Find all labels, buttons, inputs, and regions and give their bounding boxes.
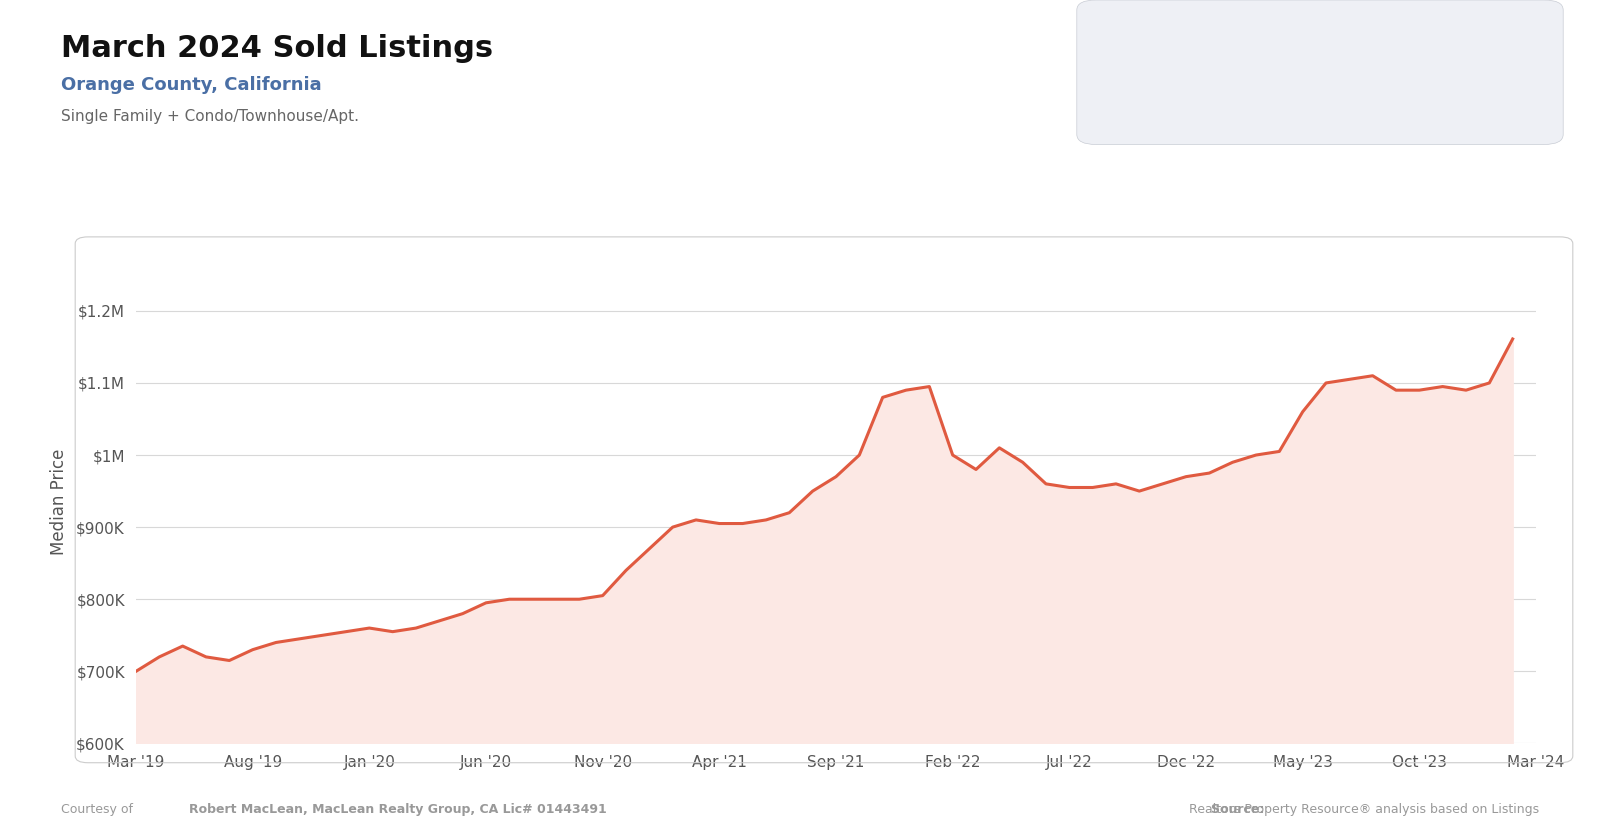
Text: ↑: ↑	[1123, 101, 1136, 114]
Y-axis label: Median Price: Median Price	[51, 449, 69, 555]
Text: Source:: Source:	[1211, 804, 1269, 816]
Text: Robert MacLean, MacLean Realty Group, CA Lic# 01443491: Robert MacLean, MacLean Realty Group, CA…	[189, 804, 606, 816]
Text: Realtors Property Resource® analysis based on Listings: Realtors Property Resource® analysis bas…	[1189, 804, 1539, 816]
Text: Median Sold Price: Median Sold Price	[1117, 24, 1266, 39]
Text: Single Family + Condo/Townhouse/Apt.: Single Family + Condo/Townhouse/Apt.	[61, 109, 358, 124]
Text: 5.1% Month over Month: 5.1% Month over Month	[1154, 96, 1330, 111]
Circle shape	[1114, 92, 1146, 123]
Text: $1,161,000: $1,161,000	[1117, 59, 1301, 87]
Text: Orange County, California: Orange County, California	[61, 76, 322, 93]
Text: March 2024 Sold Listings: March 2024 Sold Listings	[61, 34, 493, 63]
Text: Courtesy of: Courtesy of	[61, 804, 138, 816]
